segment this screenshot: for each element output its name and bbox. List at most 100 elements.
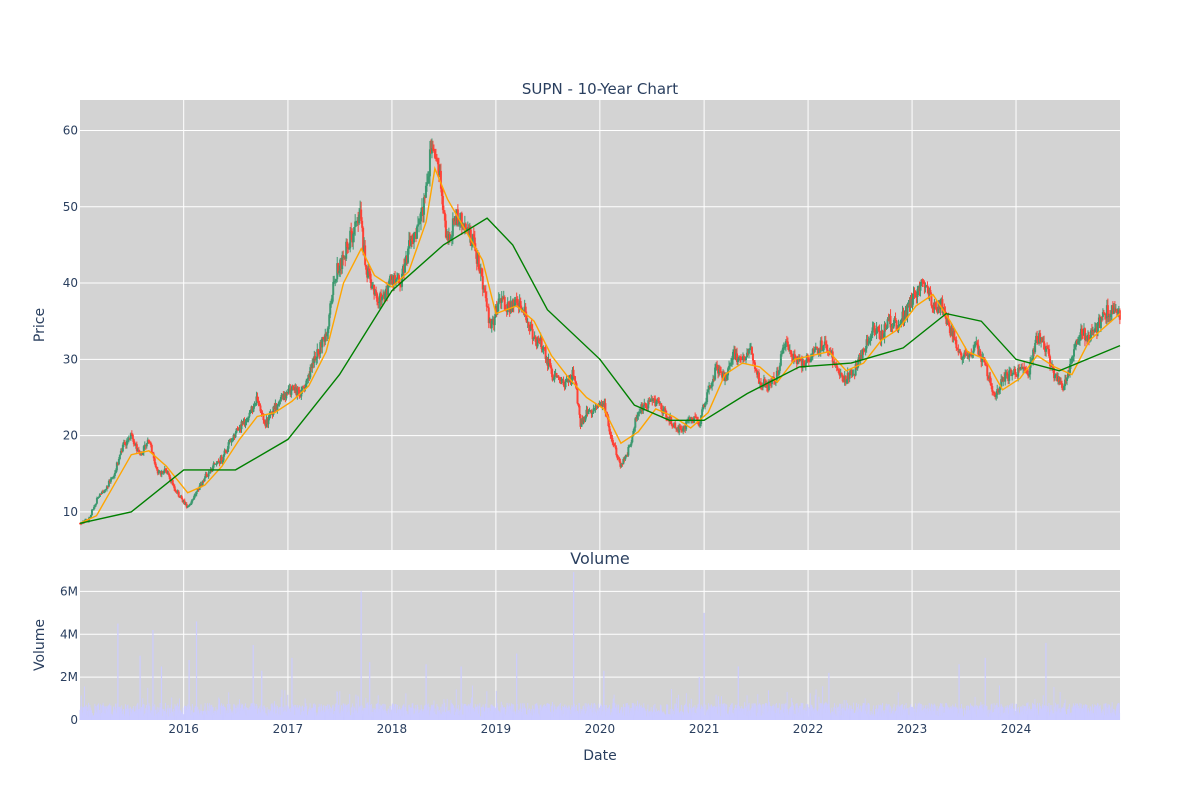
candle-body xyxy=(632,430,635,437)
candle-body xyxy=(324,333,327,342)
candle-body xyxy=(1036,335,1039,341)
candle-body xyxy=(709,385,712,388)
candle-body xyxy=(352,234,355,243)
candle-body xyxy=(826,349,829,352)
candle-body xyxy=(223,450,226,455)
candle-body xyxy=(850,370,853,375)
candle-body xyxy=(317,349,320,354)
candle-body xyxy=(765,382,768,387)
candle-body xyxy=(332,282,335,295)
candle-body xyxy=(604,403,607,414)
candle-body xyxy=(615,447,618,456)
candle-body xyxy=(707,389,710,393)
candle-body xyxy=(202,480,205,482)
candle-body xyxy=(272,406,275,415)
candle-body xyxy=(306,379,309,381)
candle-body xyxy=(821,350,824,352)
candle-body xyxy=(331,294,334,304)
candle-body xyxy=(240,421,243,430)
candle-body xyxy=(578,405,581,415)
candle-body xyxy=(646,408,649,410)
candle-body xyxy=(501,297,504,299)
candle-body xyxy=(612,442,615,444)
candle-body xyxy=(964,352,967,355)
candle-body xyxy=(637,413,640,416)
candle-body xyxy=(1080,328,1083,335)
candle-body xyxy=(410,239,413,242)
candle-body xyxy=(931,305,934,309)
candle-body xyxy=(836,367,839,371)
candle-body xyxy=(1067,371,1070,378)
candle-body xyxy=(789,349,792,355)
candle-body xyxy=(314,356,317,360)
candle-body xyxy=(809,358,812,363)
candle-body xyxy=(552,379,555,381)
candle-body xyxy=(820,340,823,351)
candle-body xyxy=(485,298,488,307)
candle-body xyxy=(844,376,847,383)
candle-body xyxy=(345,241,348,259)
candle-body xyxy=(636,415,639,419)
candle-body xyxy=(237,429,240,431)
candle-body xyxy=(955,339,958,349)
candle-body xyxy=(963,352,966,357)
candle-body xyxy=(226,448,229,452)
candle-body xyxy=(155,467,158,470)
candle-body xyxy=(312,362,315,364)
candle-body xyxy=(719,369,722,372)
candle-body xyxy=(745,352,748,358)
candle-body xyxy=(181,499,184,503)
candle-body xyxy=(234,432,237,438)
candle-body xyxy=(793,354,796,357)
candle-body xyxy=(387,284,390,295)
candle-body xyxy=(564,381,567,388)
candle-body xyxy=(135,444,138,451)
candle-body xyxy=(301,386,304,390)
candle-body xyxy=(587,410,590,415)
candle-body xyxy=(99,493,102,495)
candle-body xyxy=(948,323,951,327)
candle-body xyxy=(1087,334,1090,341)
candle-body xyxy=(285,392,288,399)
candle-body xyxy=(540,337,543,350)
candle-body xyxy=(810,354,813,359)
candle-body xyxy=(1103,313,1106,316)
candle-body xyxy=(930,293,933,306)
x-tick-label: 2022 xyxy=(793,722,824,736)
candle-body xyxy=(726,375,729,380)
candle-body xyxy=(156,469,159,474)
candle-body xyxy=(1069,363,1072,373)
candle-body xyxy=(137,449,140,452)
candle-body xyxy=(960,353,963,360)
candle-body xyxy=(886,319,889,328)
candle-body xyxy=(118,454,121,460)
candle-body xyxy=(436,159,439,165)
candle-body xyxy=(1071,356,1074,358)
x-axis-label: Date xyxy=(583,748,616,764)
candle-body xyxy=(921,279,924,282)
candle-body xyxy=(427,176,430,178)
candle-body xyxy=(740,357,743,359)
x-tick-label: 2024 xyxy=(1001,722,1032,736)
candle-body xyxy=(634,418,637,428)
candle-body xyxy=(409,239,412,246)
candle-body xyxy=(525,315,528,323)
volume-y-tick-label: 0 xyxy=(70,713,78,727)
candle-body xyxy=(647,400,650,409)
candle-body xyxy=(622,459,625,465)
candle-body xyxy=(256,396,259,401)
candle-body xyxy=(645,403,648,409)
candle-body xyxy=(167,472,170,475)
candle-body xyxy=(1074,341,1077,347)
candle-body xyxy=(1093,328,1096,332)
candle-body xyxy=(1106,305,1109,317)
candle-body xyxy=(180,496,183,500)
candle-body xyxy=(440,188,443,196)
candle-body xyxy=(825,344,828,350)
candle-body xyxy=(900,321,903,323)
price-y-tick-label: 20 xyxy=(63,429,78,443)
candle-body xyxy=(881,330,884,339)
candle-body xyxy=(261,412,264,414)
candle-body xyxy=(1010,369,1013,377)
